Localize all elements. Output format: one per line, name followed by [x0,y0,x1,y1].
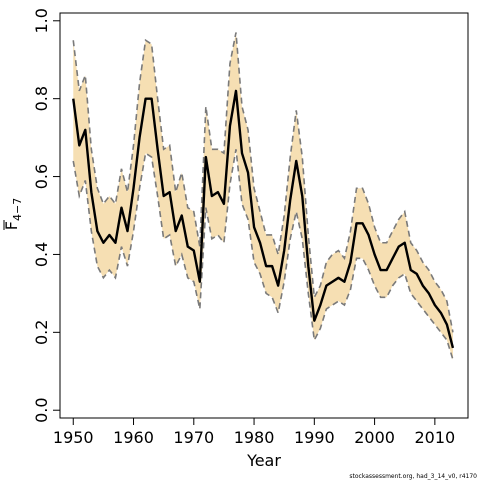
x-tick-label: 1950 [53,428,94,447]
estimate-line [72,89,455,349]
x-axis-label: Year [246,451,281,470]
y-axis-label-subscript: 4−7 [11,198,24,221]
y-tick-label: 0.8 [32,86,51,111]
y-axis-label: F4−7 [2,198,24,230]
estimate-line-layer [72,89,455,349]
y-tick-label: 0.6 [32,164,51,189]
plot-frame [59,12,469,419]
svg-text:F4−7: F4−7 [2,198,24,230]
x-tick-label: 2000 [354,428,395,447]
confidence-bounds-layer [72,32,454,360]
x-axis: 1950 1960 1970 1980 1990 2000 2010 [53,418,455,447]
confidence-band [73,32,453,360]
x-tick-label: 1970 [173,428,214,447]
y-tick-label: 0.2 [32,320,51,345]
x-tick-label: 2010 [414,428,455,447]
footnote: stockassessment.org, had_3_14_v0, r4170 [349,473,477,480]
confidence-band-layer [73,32,453,360]
y-axis: 0.0 0.2 0.4 0.6 0.8 1.0 [32,8,60,423]
x-tick-label: 1980 [234,428,275,447]
y-tick-label: 0.0 [32,397,51,422]
y-tick-label: 1.0 [32,8,51,33]
x-tick-label: 1990 [294,428,335,447]
lower-bound-line [72,149,454,360]
y-tick-label: 0.4 [32,242,51,267]
y-axis-label-main: F [2,221,21,230]
x-tick-label: 1960 [113,428,154,447]
upper-bound-line [72,32,454,333]
